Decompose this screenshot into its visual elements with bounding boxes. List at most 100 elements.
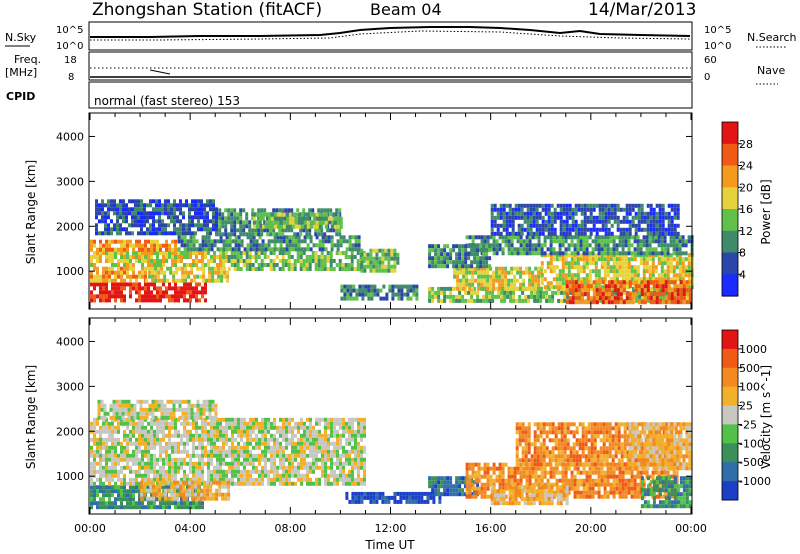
- power-cell: [333, 216, 337, 221]
- power-cell: [90, 294, 93, 299]
- velocity-cell: [150, 453, 153, 458]
- power-cell: [147, 263, 150, 267]
- velocity-cell: [318, 417, 321, 422]
- power-cell: [144, 247, 147, 252]
- power-cell: [361, 292, 365, 297]
- velocity-cell: [126, 425, 129, 430]
- power-cell: [658, 223, 662, 228]
- velocity-cell: [261, 449, 264, 454]
- power-cell: [649, 215, 653, 220]
- power-cell: [367, 288, 371, 293]
- velocity-cell: [231, 433, 234, 438]
- power-cell: [181, 266, 185, 271]
- power-cell: [518, 294, 522, 299]
- velocity-cell: [189, 453, 192, 458]
- velocity-cell: [228, 465, 231, 470]
- velocity-cell: [210, 421, 213, 426]
- power-cell: [278, 251, 282, 255]
- power-cell: [559, 231, 563, 236]
- power-cell: [173, 211, 176, 216]
- power-cell: [603, 277, 607, 282]
- power-cell: [669, 261, 673, 266]
- power-cell: [558, 247, 562, 252]
- power-cell: [224, 216, 228, 221]
- power-cell: [166, 278, 170, 283]
- power-cell: [138, 286, 141, 291]
- velocity-cell: [93, 449, 96, 454]
- power-cell: [251, 232, 255, 237]
- power-cell: [160, 266, 164, 271]
- power-cell: [98, 203, 101, 208]
- velocity-cell: [132, 493, 135, 498]
- velocity-cell: [192, 437, 195, 442]
- power-cell: [350, 259, 354, 263]
- power-cell: [615, 251, 619, 256]
- power-cell: [670, 231, 674, 236]
- power-cell: [119, 227, 122, 232]
- power-cell: [195, 251, 198, 255]
- power-cell: [129, 286, 132, 291]
- power-cell: [117, 239, 120, 244]
- velocity-cell: [111, 449, 114, 454]
- power-cell: [573, 243, 577, 248]
- power-cell: [621, 235, 625, 240]
- velocity-cell: [333, 417, 336, 422]
- power-cell: [672, 257, 676, 262]
- velocity-cell: [108, 505, 111, 510]
- power-cell: [141, 263, 144, 267]
- velocity-cell: [174, 429, 177, 434]
- nave-label: Nave: [757, 64, 785, 77]
- power-cell: [360, 256, 364, 261]
- velocity-cell: [282, 469, 285, 474]
- power-cell: [569, 290, 573, 295]
- velocity-cell: [90, 505, 93, 510]
- power-cell: [288, 212, 292, 217]
- velocity-cell: [117, 421, 120, 426]
- power-cell: [476, 244, 480, 249]
- power-cell: [667, 296, 671, 301]
- power-cell: [186, 255, 189, 259]
- power-cell: [498, 266, 502, 271]
- power-cell: [646, 223, 650, 228]
- velocity-cell: [114, 505, 117, 510]
- velocity-cell: [336, 449, 339, 454]
- power-cell: [482, 298, 486, 303]
- power-cell: [267, 216, 271, 221]
- power-cell: [543, 235, 547, 240]
- power-cell: [633, 251, 637, 256]
- power-cell: [203, 215, 206, 220]
- power-cell: [269, 228, 273, 233]
- power-cell: [526, 223, 530, 228]
- power-cell: [597, 273, 601, 278]
- power-cell: [204, 282, 207, 287]
- power-cell: [568, 215, 572, 220]
- power-cell: [624, 257, 628, 262]
- power-cell: [509, 294, 513, 299]
- velocity-cell: [222, 473, 225, 478]
- power-cell: [282, 239, 286, 244]
- power-cell: [567, 269, 571, 274]
- power-cell: [539, 298, 543, 303]
- power-cell: [195, 239, 199, 244]
- power-cell: [182, 211, 185, 216]
- power-cell: [314, 228, 318, 233]
- velocity-cell: [99, 497, 102, 502]
- power-cell: [179, 203, 182, 208]
- power-cell: [95, 203, 98, 208]
- power-cell: [514, 215, 518, 220]
- power-cell: [306, 216, 310, 221]
- power-cell: [146, 227, 149, 232]
- power-cell: [138, 247, 141, 252]
- power-cell: [552, 285, 556, 290]
- power-cell: [546, 253, 550, 258]
- power-cell: [464, 286, 468, 291]
- power-cell: [573, 265, 577, 270]
- power-cell: [204, 263, 207, 267]
- power-cell: [330, 235, 334, 240]
- power-cell: [588, 235, 592, 240]
- power-cell: [576, 235, 580, 240]
- power-cell: [651, 265, 655, 270]
- power-cell: [119, 215, 122, 220]
- velocity-cell: [111, 485, 114, 490]
- power-cell: [95, 227, 98, 232]
